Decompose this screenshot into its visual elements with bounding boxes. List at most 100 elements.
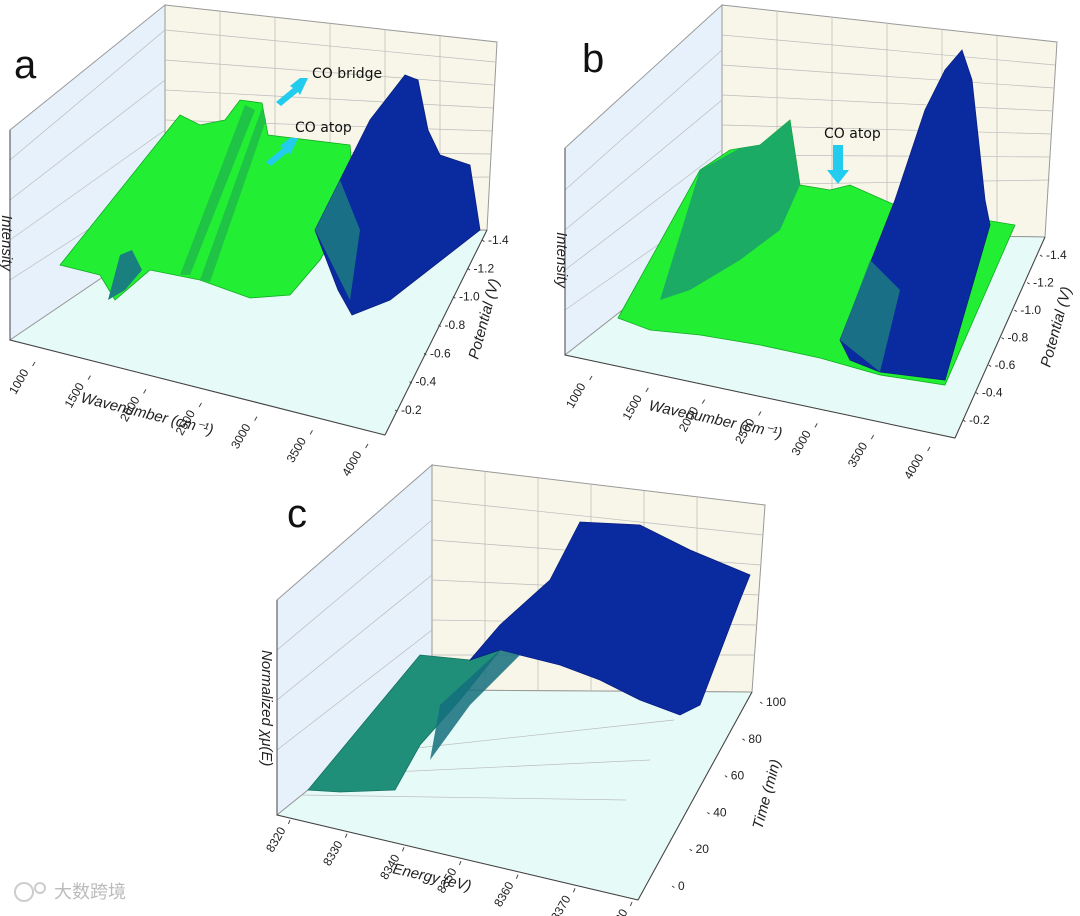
panel-b-y-tick-label: -1.4 xyxy=(1046,248,1067,262)
panel-b-x-tick-mark xyxy=(589,375,593,381)
panel-a-y-tick-mark xyxy=(481,239,485,243)
panel-a-dip xyxy=(108,250,142,300)
panel-a-x-tick-label: 3500 xyxy=(284,435,310,465)
panel-a-y-tick-label: -0.8 xyxy=(445,318,466,332)
panel-b-x-tick-mark xyxy=(701,399,706,404)
panel-a-y-ticks: -0.2 -0.4 -0.6 -0.8 -1.0 -1.2 -1.4 xyxy=(394,233,509,417)
panel-a-y-tick-mark xyxy=(394,409,398,413)
panel-a-x-tick-mark xyxy=(309,430,313,435)
panel-b-y-tick-label: -1.2 xyxy=(1033,276,1054,290)
panel-a-letter: a xyxy=(14,43,37,87)
panel-b-x-tick-mark xyxy=(870,434,875,440)
panel-c-y-tick-label: 80 xyxy=(748,732,762,746)
panel-a-x-tick-mark xyxy=(365,443,369,449)
panel-b-y-tick-label: -0.2 xyxy=(969,413,990,427)
panel-c-letter: c xyxy=(287,492,307,536)
panel-c-y-tick-label: 20 xyxy=(696,842,710,856)
panel-b-x-tick-mark xyxy=(645,387,649,393)
panel-b-x-tick-mark xyxy=(758,411,762,416)
panel-c-y-tick-mark xyxy=(706,811,710,815)
panel-b-y-ticks: -0.2 -0.4 -0.6 -0.8 -1.0 -1.2 -1.4 xyxy=(962,248,1067,427)
panel-a-x-tick-mark xyxy=(143,389,147,394)
panel-b-y-tick-mark xyxy=(1026,282,1030,285)
panel-c-x-tick-mark xyxy=(515,874,519,879)
panel-a-annot-co-atop: CO atop xyxy=(295,120,352,136)
panel-a-y-tick-mark xyxy=(423,352,427,356)
panel-c-x-tick-label: 8320 xyxy=(263,824,289,854)
panel-b-y-tick-mark xyxy=(1014,309,1018,313)
panel-a-y-tick-mark xyxy=(438,324,442,328)
panel-c-x-tick-mark xyxy=(458,860,462,866)
watermark-text: 大数跨境 xyxy=(54,882,126,903)
panel-b-x-tick-mark xyxy=(814,423,818,428)
panel-b-x-tick-label: 1000 xyxy=(563,380,589,410)
panel-b-y-tick-label: -0.4 xyxy=(982,386,1003,400)
panel-a-x-tick-mark xyxy=(32,361,36,367)
panel-b-y-tick-mark xyxy=(962,419,966,423)
panel-a-x-tick-label: 4000 xyxy=(339,448,365,478)
panel-c-x-tick-mark xyxy=(629,901,633,907)
panel-b-y-tick-label: -1.0 xyxy=(1020,303,1041,317)
panel-a-y-axis xyxy=(384,229,488,436)
panel-a-y-tick-label: -1.2 xyxy=(474,261,495,275)
panel-b-x-tick-label: 3500 xyxy=(845,439,871,469)
panel-b-y-tick-mark xyxy=(975,392,979,395)
panel-a-annot-co-bridge: CO bridge xyxy=(312,66,382,82)
watermark-logo-icon xyxy=(14,882,34,902)
panel-a-blue-gradient xyxy=(315,180,360,300)
panel-a-y-tick-label: -0.6 xyxy=(430,346,451,360)
panel-a-chart: CO bridge CO atop Intensity 1000 1500 2000… xyxy=(0,3,509,479)
panel-b-z-label: Intensity xyxy=(553,232,570,289)
panel-c-y-tick-label: 40 xyxy=(713,805,727,819)
panel-b-annot-co-atop: CO atop xyxy=(824,126,881,142)
panel-c-y-tick-mark xyxy=(724,775,728,778)
panel-c-surface-blue xyxy=(468,521,751,716)
panel-c-z-label: Normalized χμ(E) xyxy=(258,650,275,766)
panel-b-x-tick-label: 3000 xyxy=(788,428,814,458)
panel-a-y-tick-label: -0.2 xyxy=(401,403,422,417)
panel-a-arrow-co-atop xyxy=(266,138,298,166)
panel-a-x-tick-label: 3000 xyxy=(228,421,254,451)
panel-b-ridges xyxy=(660,120,800,300)
panel-c-x-tick-mark xyxy=(344,833,348,838)
panel-b-chart: CO atop Intensity 1000 1500 2000 2500 3000 35… xyxy=(553,3,1075,482)
panel-a-y-tick-label: -0.4 xyxy=(416,375,437,389)
panel-b-arrow-co-atop xyxy=(827,145,849,184)
panel-c-y-tick-mark xyxy=(759,701,763,705)
panel-b-y-label: Potential (V) xyxy=(1037,285,1075,369)
panel-c-y-tick-mark xyxy=(671,885,675,889)
panel-c-x-axis xyxy=(276,814,639,901)
panel-a-z-label: Intensity xyxy=(0,215,15,272)
panel-a-y-tick-label: -1.4 xyxy=(488,233,509,247)
panel-c-y-axis xyxy=(637,691,753,901)
panel-b-y-tick-label: -0.8 xyxy=(1008,331,1029,345)
panel-b-x-tick-label: 4000 xyxy=(901,451,927,481)
panel-c-x-tick-label: 8380 xyxy=(605,906,631,916)
panel-c-x-label: Energy (eV) xyxy=(391,860,473,895)
panel-a-x-tick-label: 1000 xyxy=(6,366,32,396)
panel-c-y-tick-label: 100 xyxy=(766,695,786,709)
panel-a-x-tick-mark xyxy=(254,416,258,421)
panel-b-y-tick-mark xyxy=(988,364,992,368)
panel-a-x-tick-mark xyxy=(198,402,202,408)
panel-c-y-tick-label: 60 xyxy=(731,769,745,783)
panel-b-y-tick-label: -0.6 xyxy=(995,358,1016,372)
panel-b-letter: b xyxy=(582,37,604,81)
panel-c-edge-shade xyxy=(430,650,520,760)
panel-b-x-tick-label: 1500 xyxy=(619,392,645,422)
panel-a-arrow-co-bridge xyxy=(276,78,308,106)
panel-b-y-tick-mark xyxy=(1039,254,1043,258)
panel-b-blue-gradient xyxy=(840,260,900,372)
panel-a-y-tick-mark xyxy=(467,267,471,271)
panel-a-y-tick-mark xyxy=(409,381,413,384)
panel-c-y-label: Time (min) xyxy=(749,758,784,831)
panel-c-y-tick-mark xyxy=(689,848,693,852)
panel-a-ridge-bands xyxy=(180,105,266,282)
panel-c-chart: Normalized χμ(E) 8320 8330 8340 8350 8360 837… xyxy=(258,463,786,916)
panel-c-y-tick-mark xyxy=(742,738,746,741)
panel-a-y-tick-label: -1.0 xyxy=(459,290,480,304)
panel-b-x-axis xyxy=(564,354,956,439)
panel-c-x-tick-label: 8330 xyxy=(320,838,346,868)
panel-b-y-axis xyxy=(954,236,1046,439)
